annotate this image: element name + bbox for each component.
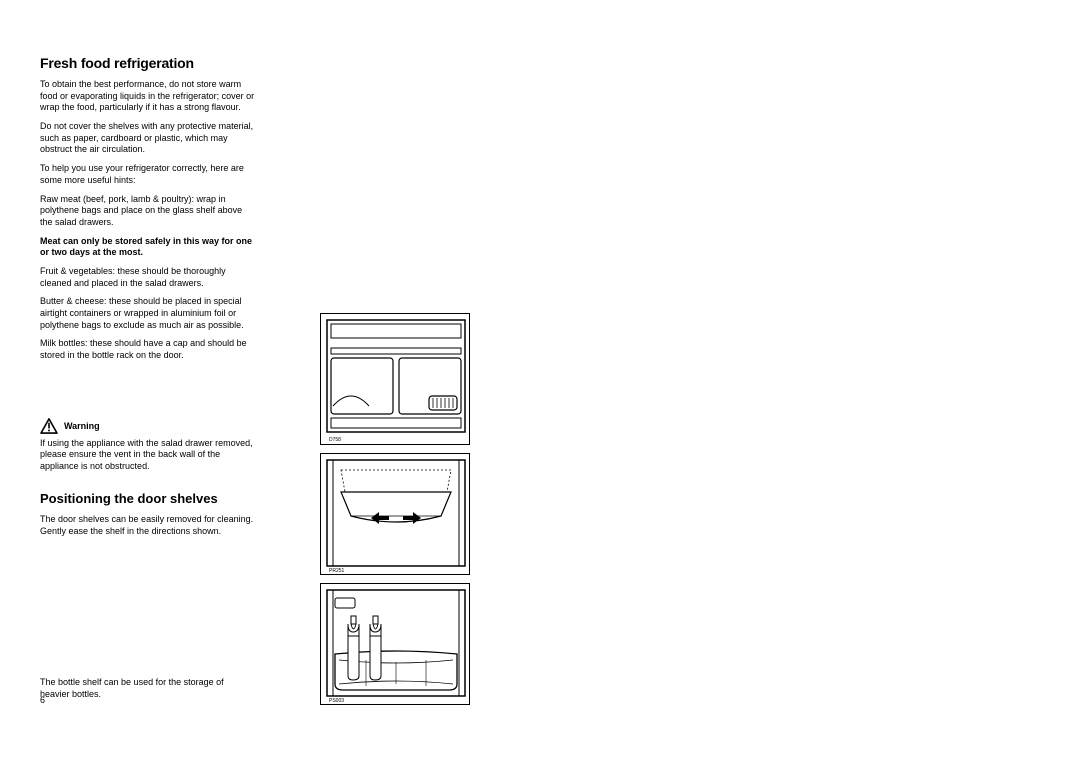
bottle-icon (370, 616, 381, 680)
figure-label: D758 (329, 437, 341, 443)
heading-door-shelves: Positioning the door shelves (40, 491, 255, 506)
para: The door shelves can be easily removed f… (40, 514, 255, 537)
para: Do not cover the shelves with any protec… (40, 121, 255, 156)
figures-column: D758 PR251 (320, 313, 480, 713)
warning-text: If using the appliance with the salad dr… (40, 438, 255, 473)
para: To help you use your refrigerator correc… (40, 163, 255, 186)
figure-salad-drawer: D758 (320, 313, 470, 445)
para: To obtain the best performance, do not s… (40, 79, 255, 114)
figure-bottle-shelf: PS003 (320, 583, 470, 705)
para-bold: Meat can only be stored safely in this w… (40, 236, 255, 259)
left-column: Fresh food refrigeration To obtain the b… (40, 55, 255, 708)
para-bottle-note: The bottle shelf can be used for the sto… (40, 677, 255, 700)
warning-label: Warning (64, 421, 100, 431)
para: Raw meat (beef, pork, lamb & poultry): w… (40, 194, 255, 229)
figure-label: PR251 (329, 568, 345, 574)
warning-row: Warning (40, 418, 255, 434)
para: Butter & cheese: these should be placed … (40, 296, 255, 331)
figure-label: PS003 (329, 698, 344, 704)
bottle-icon (348, 616, 359, 680)
para: Fruit & vegetables: these should be thor… (40, 266, 255, 289)
page-number: 6 (40, 695, 45, 705)
para: Milk bottles: these should have a cap an… (40, 338, 255, 361)
figure-door-shelf: PR251 (320, 453, 470, 575)
heading-fresh-food: Fresh food refrigeration (40, 55, 255, 71)
warning-triangle-icon (40, 418, 58, 434)
